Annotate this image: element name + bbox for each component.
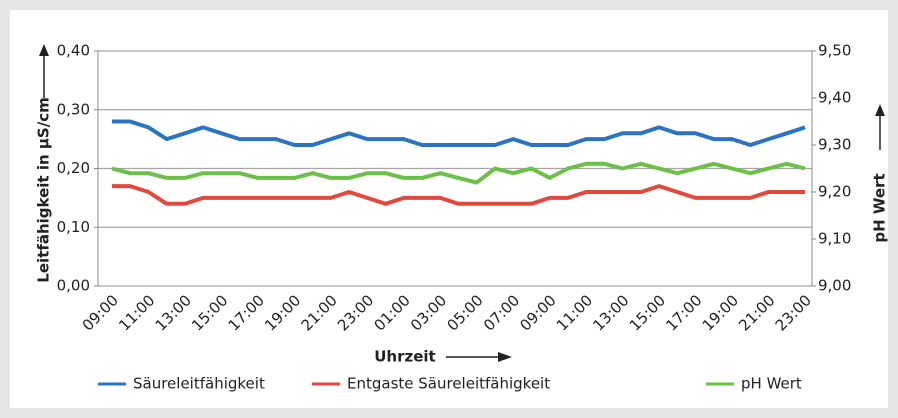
y-tick-label: 0,00 (57, 277, 90, 295)
series-line (111, 161, 806, 185)
y2-tick-label: 9,10 (818, 230, 851, 248)
y2-tick-label: 9,40 (818, 89, 851, 107)
y-arrowhead (39, 44, 49, 56)
y-tick-label: 0,40 (57, 42, 90, 60)
series-line (112, 184, 805, 206)
y-tick-label: 0,20 (57, 159, 90, 177)
y-tick-label: 0,10 (57, 218, 90, 236)
x-axis-title: Uhrzeit (374, 348, 435, 366)
y2-axis-title: pH Wert (871, 173, 889, 242)
legend-label: Entgaste Säureleitfähigkeit (347, 375, 550, 393)
x-arrowhead (498, 352, 512, 362)
y2-arrowhead (875, 104, 885, 116)
y-tick-label: 0,30 (57, 100, 90, 118)
y2-tick-label: 9,00 (818, 277, 851, 295)
series-line (112, 119, 806, 147)
legend-label: pH Wert (741, 375, 802, 393)
legend-label: Säureleitfähigkeit (133, 375, 265, 393)
y2-tick-label: 9,50 (818, 42, 851, 60)
y2-tick-label: 9,20 (818, 183, 851, 201)
y2-tick-label: 9,30 (818, 136, 851, 154)
y-axis-title: Leitfähigkeit in µS/cm (35, 97, 53, 282)
panel (10, 10, 888, 408)
